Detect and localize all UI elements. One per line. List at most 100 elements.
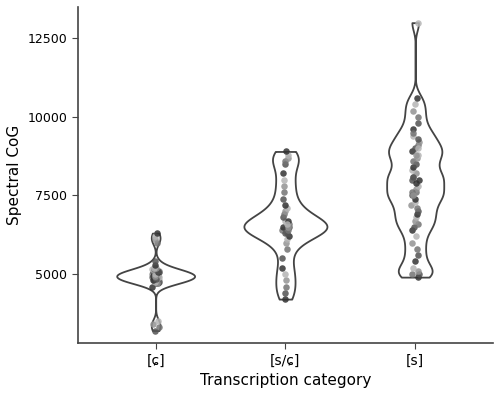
Point — [413, 95, 421, 101]
Point — [281, 296, 289, 302]
Point — [278, 255, 286, 261]
Point — [154, 280, 162, 286]
Point — [152, 233, 160, 239]
Point — [278, 214, 286, 220]
Point — [154, 318, 162, 324]
Point — [284, 224, 292, 230]
Point — [282, 277, 290, 284]
Point — [410, 199, 418, 205]
Point — [410, 217, 418, 224]
Point — [150, 277, 158, 284]
Point — [408, 192, 416, 199]
Point — [408, 158, 416, 164]
Point — [413, 205, 421, 211]
Point — [150, 265, 158, 271]
Point — [151, 327, 159, 334]
Point — [154, 273, 162, 279]
Point — [150, 274, 158, 280]
Point — [153, 273, 161, 279]
Point — [150, 271, 158, 277]
Point — [408, 202, 416, 208]
Point — [154, 277, 162, 284]
Point — [414, 114, 422, 120]
Point — [150, 271, 158, 277]
Point — [412, 170, 420, 177]
Point — [284, 151, 292, 158]
Point — [282, 148, 290, 154]
Point — [278, 227, 286, 233]
Point — [282, 224, 290, 230]
Point — [150, 266, 158, 273]
Point — [279, 170, 287, 177]
Point — [152, 274, 160, 280]
Point — [408, 126, 416, 133]
Point — [282, 239, 290, 246]
Point — [411, 196, 419, 202]
Point — [281, 161, 289, 167]
Point — [414, 183, 422, 189]
Point — [278, 196, 286, 202]
Point — [409, 107, 417, 114]
Point — [154, 269, 162, 276]
Point — [280, 224, 287, 230]
Point — [150, 269, 158, 276]
Point — [414, 136, 422, 142]
Point — [414, 142, 422, 149]
Point — [280, 189, 288, 196]
Point — [280, 183, 288, 189]
Point — [414, 220, 422, 227]
X-axis label: Transcription category: Transcription category — [200, 373, 371, 388]
Point — [281, 217, 289, 224]
Point — [414, 208, 422, 214]
Point — [152, 276, 160, 282]
Point — [414, 19, 422, 26]
Point — [152, 265, 160, 271]
Point — [285, 233, 293, 239]
Point — [152, 276, 160, 282]
Point — [283, 246, 291, 252]
Point — [410, 133, 418, 139]
Point — [412, 180, 420, 186]
Point — [155, 324, 163, 331]
Point — [152, 271, 160, 277]
Point — [410, 224, 418, 230]
Point — [412, 189, 420, 196]
Point — [280, 227, 288, 233]
Point — [284, 154, 292, 161]
Point — [282, 283, 290, 290]
Point — [154, 230, 162, 236]
Point — [149, 321, 157, 327]
Point — [408, 239, 416, 246]
Point — [281, 208, 289, 214]
Point — [414, 120, 422, 126]
Point — [412, 214, 420, 220]
Point — [409, 173, 417, 180]
Point — [152, 268, 160, 274]
Point — [148, 274, 156, 280]
Point — [280, 211, 288, 217]
Point — [412, 145, 420, 151]
Point — [413, 211, 421, 217]
Point — [280, 177, 288, 183]
Point — [283, 220, 291, 227]
Point — [284, 227, 292, 233]
Point — [284, 205, 292, 211]
Point — [413, 246, 421, 252]
Point — [281, 290, 289, 296]
Point — [150, 277, 158, 284]
Point — [281, 158, 289, 164]
Point — [414, 274, 422, 280]
Point — [284, 217, 292, 224]
Point — [149, 273, 157, 279]
Point — [408, 177, 416, 183]
Point — [148, 283, 156, 290]
Point — [152, 273, 160, 279]
Point — [278, 265, 285, 271]
Point — [410, 265, 418, 271]
Point — [414, 177, 422, 183]
Point — [155, 274, 163, 280]
Point — [155, 269, 163, 276]
Point — [148, 266, 156, 273]
Point — [283, 230, 291, 236]
Point — [415, 139, 423, 145]
